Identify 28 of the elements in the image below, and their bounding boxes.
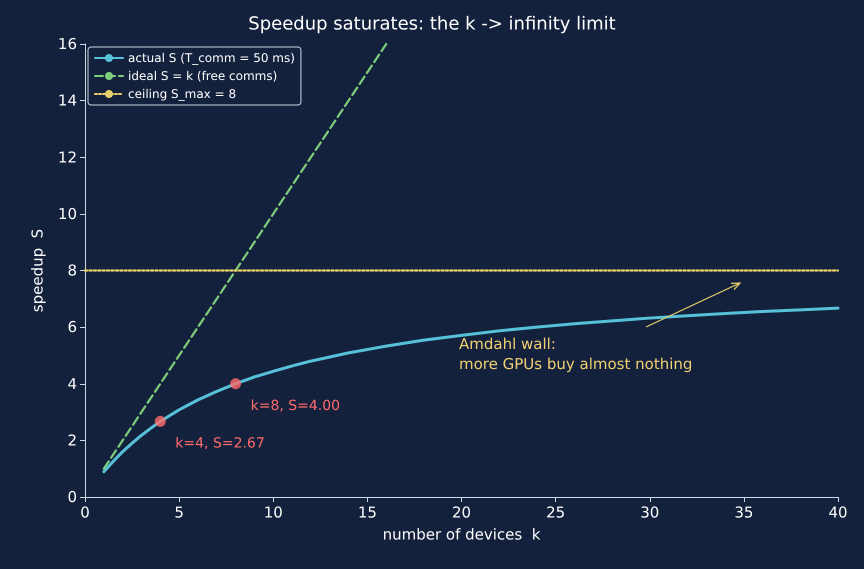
y-tick-label: 16 (58, 35, 77, 53)
x-tick-label: 25 (546, 504, 566, 522)
x-tick-label: 35 (734, 504, 754, 522)
y-tick-label: 8 (67, 262, 77, 280)
x-tick-label: 40 (828, 504, 848, 522)
x-tick-label: 30 (640, 504, 660, 522)
annotation: Amdahl wall: more GPUs buy almost nothing (459, 335, 692, 373)
x-tick-label: 10 (264, 504, 283, 522)
x-tick-label: 20 (452, 504, 472, 522)
y-axis-title: speedup S (28, 228, 46, 312)
y-tick-label: 2 (67, 431, 77, 450)
y-tick-label: 4 (67, 374, 77, 393)
x-axis-title: number of devices k (382, 526, 541, 544)
legend-label: actual S (T_comm = 50 ms) (128, 51, 295, 65)
line-series (102, 306, 840, 474)
legend-label: ceiling S_max = 8 (128, 87, 236, 101)
y-tick-label: 14 (58, 92, 77, 110)
annotation: k=4, S=2.67 (175, 435, 265, 452)
y-tick-label: 6 (67, 318, 77, 336)
chart-title: Speedup saturates: the k -> infinity limit (248, 14, 616, 34)
x-tick-label: 0 (80, 504, 90, 522)
x-tick-label: 5 (174, 504, 184, 522)
y-tick-label: 0 (67, 488, 77, 506)
x-tick-label: 15 (358, 504, 377, 522)
y-tick-label: 12 (58, 148, 77, 166)
annotation: k=8, S=4.00 (250, 398, 340, 414)
y-tick-label: 10 (58, 204, 77, 223)
legend-label: ideal S = k (free comms) (128, 69, 278, 83)
